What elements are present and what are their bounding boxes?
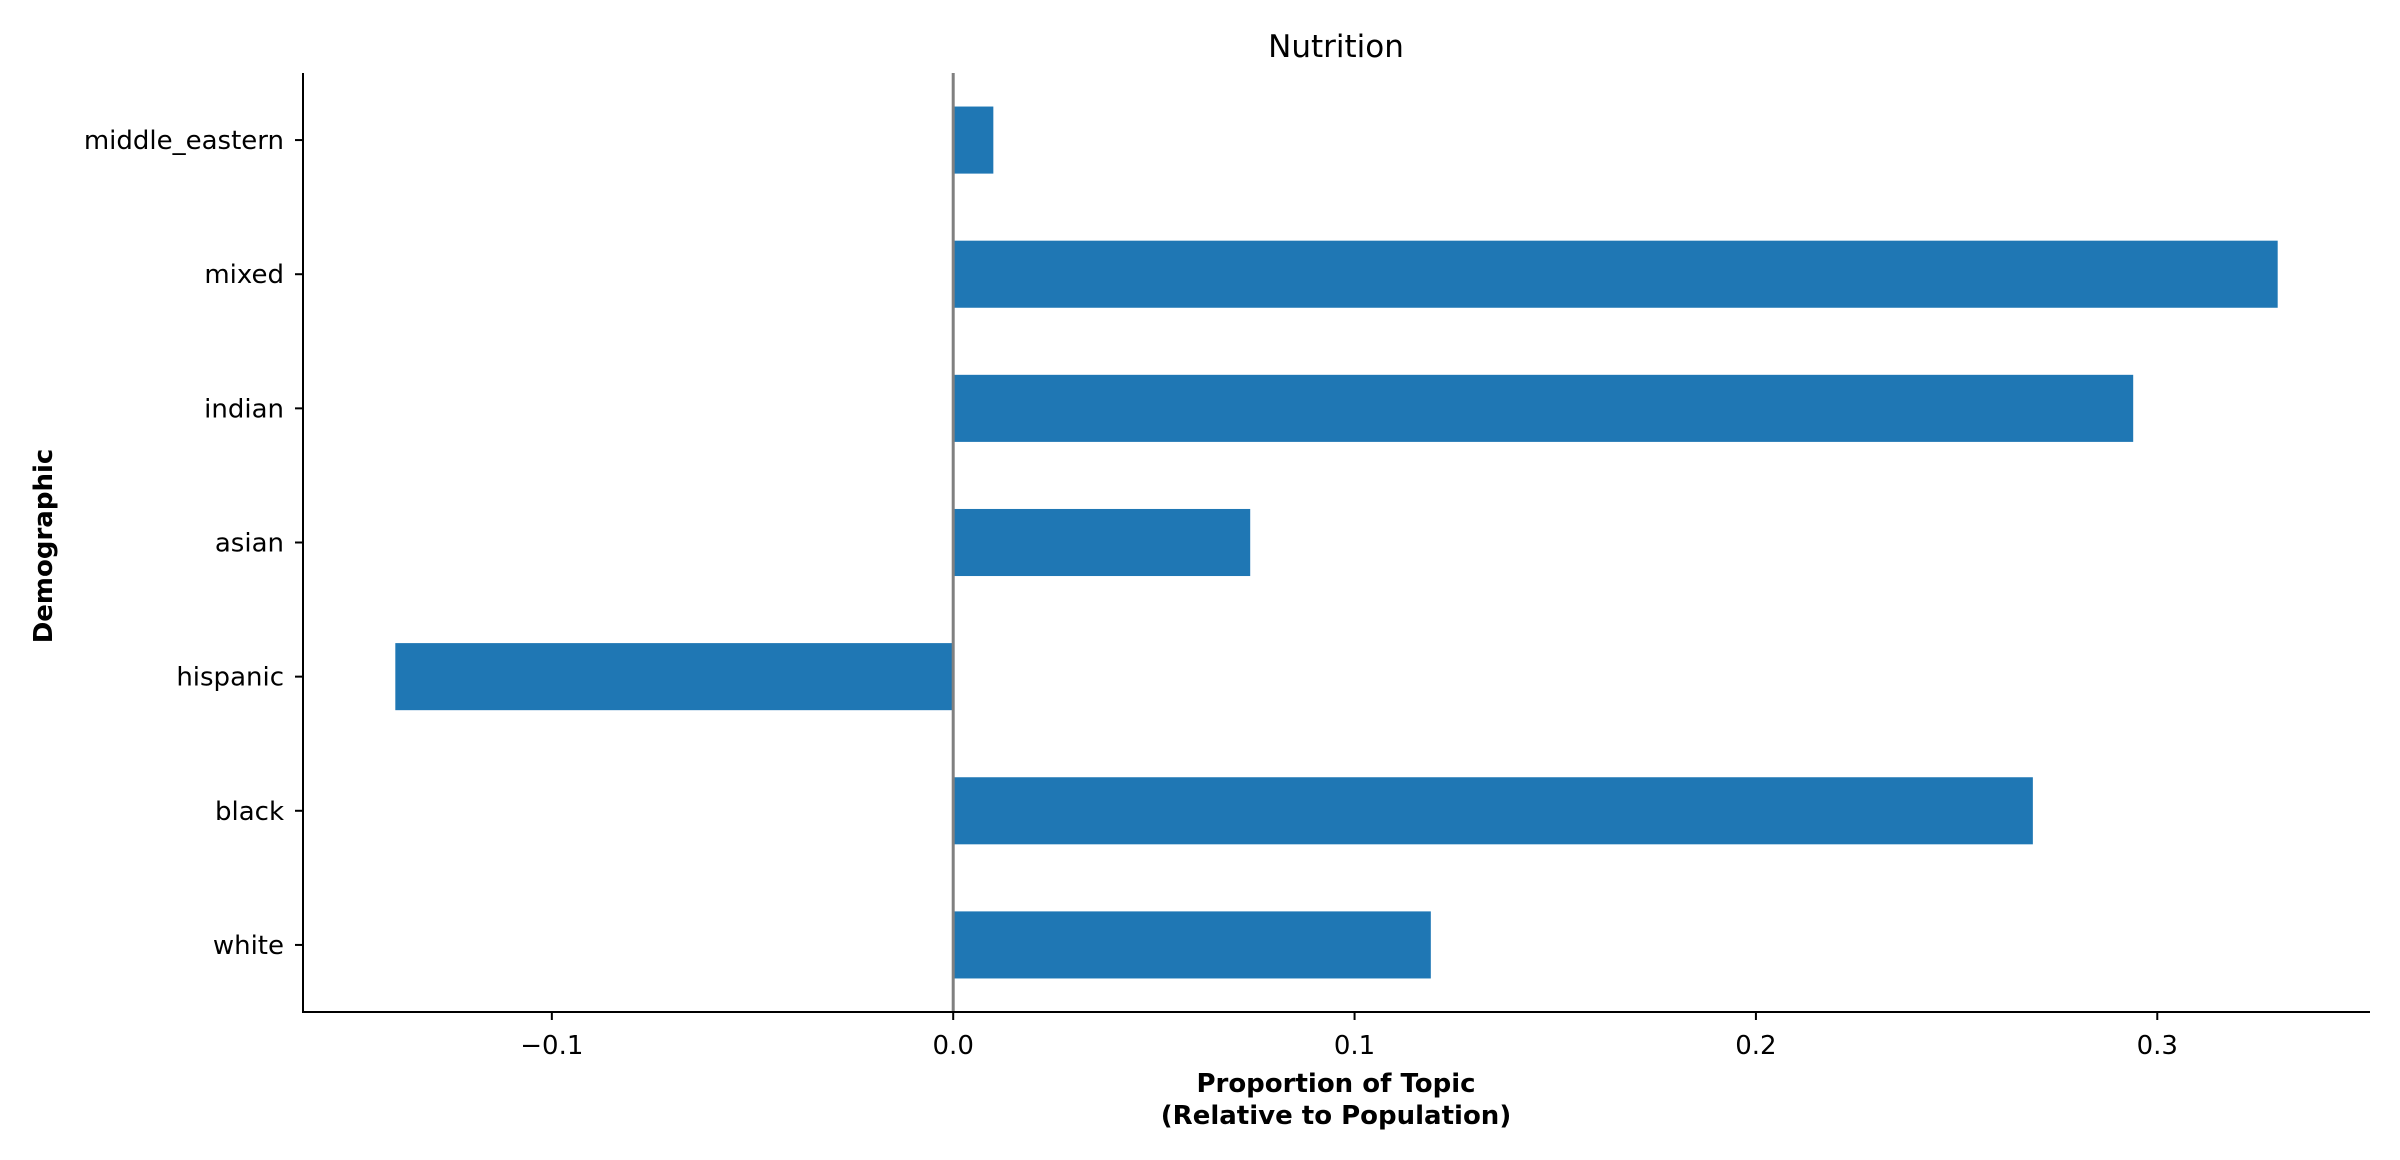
x-ticks-group: −0.1 0.0 0.1 0.2 0.3 xyxy=(520,1012,2178,1061)
bar-mixed xyxy=(953,240,2278,308)
y-tick-label: indian xyxy=(204,394,284,424)
x-tick-label: −0.1 xyxy=(520,1031,583,1061)
x-tick-label: 0.3 xyxy=(2137,1031,2178,1061)
y-tick-label: hispanic xyxy=(176,663,284,693)
axes-group xyxy=(302,73,2370,1013)
y-tick-label: asian xyxy=(215,529,284,559)
y-tick-label: middle_eastern xyxy=(84,126,284,156)
x-tick-label: 0.0 xyxy=(933,1031,974,1061)
chart-title: Nutrition xyxy=(1268,29,1404,65)
x-axis-label-line-1: Proportion of Topic xyxy=(1196,1069,1475,1099)
x-tick-label: 0.1 xyxy=(1334,1031,1375,1061)
bar-asian xyxy=(953,508,1251,577)
bar-middle-eastern xyxy=(953,106,994,174)
x-axis-label-line-2: (Relative to Population) xyxy=(1161,1101,1511,1131)
bars-group xyxy=(395,106,2278,979)
y-ticks-group: white black hispanic asian indian mixed middle… xyxy=(84,126,303,961)
bar-black xyxy=(953,777,2033,845)
bar-white xyxy=(953,911,1431,979)
y-tick-label: white xyxy=(213,931,284,961)
bar-indian xyxy=(953,374,2134,442)
bar-hispanic xyxy=(395,643,954,711)
y-tick-label: mixed xyxy=(204,260,284,290)
x-tick-label: 0.2 xyxy=(1735,1031,1776,1061)
y-tick-label: black xyxy=(215,797,284,827)
y-axis-label: Demographic xyxy=(29,449,59,644)
